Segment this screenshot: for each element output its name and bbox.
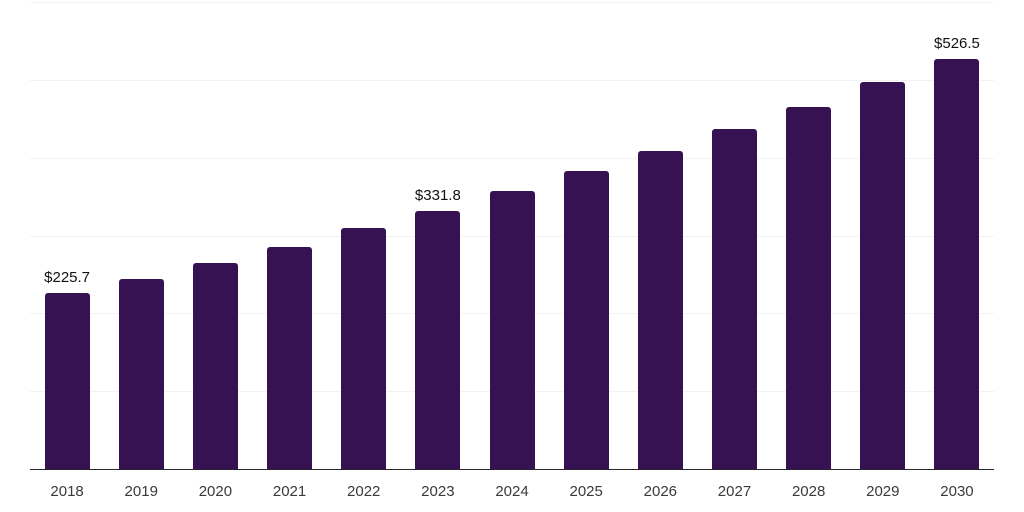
x-axis: 2018 2019 2020 2021 2022 2023 2024 2025 2026 2027…	[30, 483, 994, 500]
bar-2028	[786, 106, 832, 469]
bar-value-label-2030: $526.5	[934, 35, 980, 53]
bar-2030: $526.5	[934, 35, 980, 469]
plot-area: $225.7 $331.8 $526.5	[30, 2, 994, 470]
bar-slot-2021	[252, 2, 326, 469]
bar-2026	[637, 151, 683, 469]
x-axis-label-2028: 2028	[791, 483, 826, 500]
bar-2019	[118, 278, 164, 469]
x-axis-label-2023: 2023	[421, 483, 455, 500]
bar-slot-2030: $526.5	[920, 2, 994, 469]
bar-slot-2018: $225.7	[30, 2, 104, 469]
x-axis-label-2021: 2021	[272, 483, 307, 500]
bar-slot-2020	[178, 2, 252, 469]
bar-2025	[563, 170, 609, 469]
x-axis-label-2030: 2030	[940, 483, 974, 500]
x-axis-label-2022: 2022	[347, 483, 381, 500]
bar-2027	[711, 128, 757, 469]
bar-slot-2019	[104, 2, 178, 469]
bar-value-label-2018: $225.7	[44, 269, 91, 287]
bar-2024	[489, 191, 535, 469]
bar-2022	[341, 227, 387, 469]
x-axis-label-2025: 2025	[569, 483, 603, 500]
gridline-400	[30, 157, 994, 159]
bar-slot-2028	[772, 2, 846, 469]
gridline-600	[30, 2, 994, 3]
bar-value-label-2023: $331.8	[414, 186, 461, 204]
x-axis-label-2018: 2018	[50, 483, 84, 500]
bar-slot-2029	[846, 2, 920, 469]
bar-2021	[267, 246, 313, 469]
bar-slot-2022	[327, 2, 401, 469]
x-axis-label-2027: 2027	[717, 483, 752, 500]
x-axis-label-2026: 2026	[643, 483, 678, 500]
bar-2018: $225.7	[44, 269, 90, 469]
gridline-500	[30, 79, 994, 81]
bar-slot-2026	[623, 2, 697, 469]
x-axis-line	[30, 468, 994, 470]
x-axis-label-2029: 2029	[866, 483, 900, 500]
bar-slot-2023: $331.8	[401, 2, 475, 469]
bar-slot-2025	[549, 2, 623, 469]
bars: $225.7 $331.8 $526.5	[30, 2, 994, 469]
x-axis-label-2019: 2019	[124, 483, 158, 500]
bar-slot-2024	[475, 2, 549, 469]
x-axis-label-2020: 2020	[198, 483, 233, 500]
bar-2020	[192, 262, 238, 469]
x-axis-label-2024: 2024	[495, 483, 529, 500]
bar-2023: $331.8	[415, 187, 461, 469]
bar-2029	[860, 82, 906, 469]
bar-slot-2027	[697, 2, 771, 469]
